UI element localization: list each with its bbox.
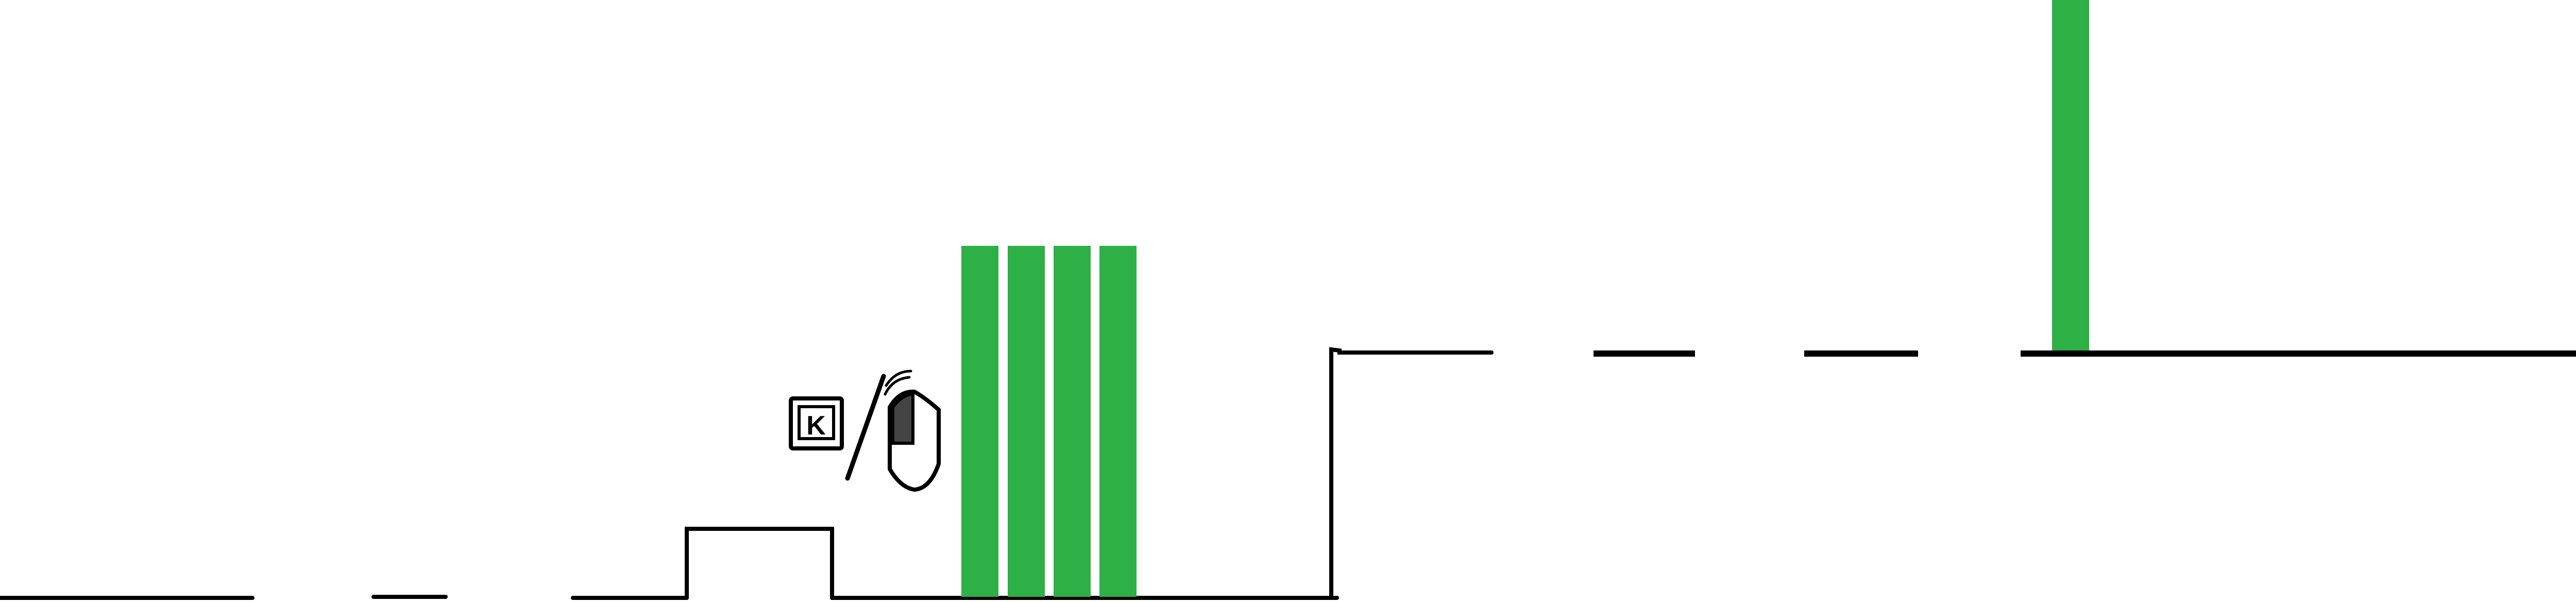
control-hint: K	[789, 370, 941, 492]
key-label: K	[806, 411, 826, 441]
mouse-click-icon	[884, 370, 941, 492]
wall-edge	[1329, 347, 1494, 600]
green-pillar	[2052, 0, 2089, 350]
green-pillar	[1054, 246, 1091, 597]
green-pillar	[1099, 246, 1137, 597]
step-wall	[1329, 347, 1494, 600]
green-pillar	[1008, 246, 1045, 597]
separator-slash	[845, 374, 886, 481]
raised-step-platform	[685, 527, 834, 600]
green-pillar	[961, 246, 998, 597]
keyboard-key-k-icon: K	[789, 396, 844, 450]
lower-ground	[0, 527, 1339, 600]
pillar-group	[961, 0, 2089, 597]
